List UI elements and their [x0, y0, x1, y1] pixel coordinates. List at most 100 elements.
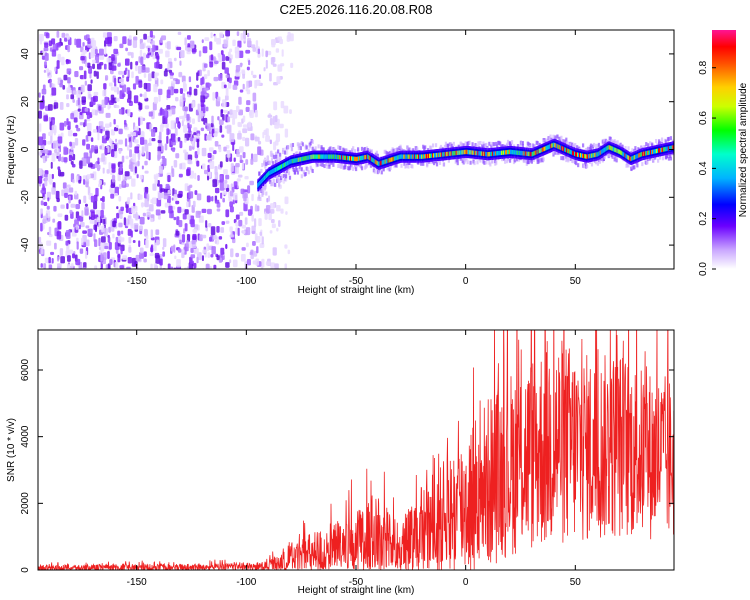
noise-cell: [158, 165, 164, 174]
noise-cell: [226, 149, 231, 158]
noise-cell: [229, 226, 233, 233]
noise-cell: [208, 147, 214, 152]
snr-y-ticks: 0 2000 4000 6000: [20, 358, 674, 573]
noise-cell: [76, 241, 79, 250]
noise-cell: [93, 70, 97, 77]
noise-cell: [57, 166, 61, 171]
noise-cell: [223, 169, 228, 175]
noise-cell: [129, 141, 133, 148]
noise-cell: [200, 100, 205, 108]
noise-cell: [164, 143, 168, 151]
noise-cell: [194, 172, 197, 180]
signal-halo-cell: [610, 139, 613, 144]
noise-cell: [173, 216, 177, 221]
noise-cell: [221, 61, 226, 70]
signal-halo-cell: [366, 148, 370, 153]
noise-cell: [65, 230, 71, 239]
noise-cell: [83, 262, 87, 269]
noise-cell: [218, 119, 224, 125]
noise-cell: [240, 62, 243, 68]
signal-halo-cell: [552, 152, 555, 157]
noise-cell: [144, 160, 148, 166]
signal-halo-cell: [347, 149, 350, 154]
signal-halo-cell: [349, 150, 352, 155]
noise-cell: [225, 30, 231, 37]
noise-cell: [104, 46, 107, 55]
noise-cell: [84, 80, 87, 86]
spectrogram-y-label: Frequency (Hz): [6, 116, 17, 185]
signal-halo-cell: [515, 157, 519, 162]
signal-halo-cell: [278, 182, 281, 187]
noise-cell: [242, 136, 246, 142]
noise-cell: [217, 116, 220, 121]
noise-cell: [51, 49, 57, 57]
noise-cell: [189, 260, 194, 265]
noise-cell: [229, 201, 233, 208]
noise-cell: [120, 230, 124, 235]
noise-cell: [100, 197, 103, 202]
noise-cell: [169, 72, 174, 76]
signal-halo-cell: [548, 137, 551, 142]
noise-cell: [255, 79, 261, 86]
noise-cell: [184, 137, 187, 143]
noise-cell: [93, 91, 99, 96]
signal-halo-cell: [317, 144, 320, 149]
noise-cell: [186, 35, 191, 40]
noise-cell: [225, 56, 230, 61]
noise-cell: [208, 236, 212, 242]
noise-cell: [236, 178, 241, 182]
noise-cell: [119, 43, 124, 49]
noise-cell: [63, 120, 67, 127]
noise-cell: [218, 74, 223, 81]
noise-cell: [244, 137, 250, 147]
noise-cell: [83, 195, 87, 204]
noise-cell: [56, 60, 60, 69]
noise-cell: [156, 239, 160, 246]
noise-cell: [244, 176, 249, 180]
noise-cell: [255, 236, 261, 243]
noise-cell: [103, 182, 106, 186]
y-tick-label: 0: [20, 146, 31, 152]
noise-cell: [245, 49, 251, 54]
noise-cell: [77, 215, 80, 221]
noise-cell: [103, 63, 107, 70]
noise-cell: [252, 250, 258, 257]
signal-halo-cell: [286, 145, 290, 150]
noise-cell: [66, 263, 71, 269]
signal-halo-cell: [316, 162, 319, 167]
signal-halo-cell: [275, 154, 278, 159]
signal-halo-cell: [655, 139, 658, 144]
signal-halo-cell: [399, 144, 402, 149]
noise-cell: [268, 195, 271, 202]
signal-halo-cell: [258, 194, 261, 199]
noise-cell: [64, 187, 69, 195]
noise-cell: [184, 37, 187, 46]
noise-cell: [57, 220, 62, 230]
noise-cell: [229, 133, 235, 142]
noise-cell: [173, 88, 179, 94]
noise-cell: [92, 95, 98, 102]
noise-cell: [225, 87, 229, 97]
signal-halo-cell: [412, 148, 415, 153]
signal-halo-cell: [485, 142, 488, 147]
noise-cell: [97, 131, 100, 141]
noise-cell: [67, 130, 73, 137]
noise-cell: [284, 128, 289, 138]
noise-cell: [54, 66, 57, 72]
noise-cell: [253, 153, 258, 163]
noise-cell: [279, 123, 284, 129]
signal-halo-cell: [450, 143, 453, 148]
noise-cell: [46, 205, 50, 210]
noise-cell: [214, 35, 217, 42]
signal-halo-cell: [528, 144, 531, 149]
noise-cell: [159, 109, 165, 116]
noise-cell: [175, 153, 180, 159]
noise-cell: [183, 83, 187, 92]
signal-halo-cell: [344, 163, 347, 168]
noise-cell: [239, 211, 244, 216]
noise-cell: [180, 162, 186, 170]
noise-cell: [164, 108, 167, 116]
noise-cell: [242, 128, 248, 134]
noise-cell: [122, 74, 125, 79]
noise-cell: [40, 263, 43, 268]
